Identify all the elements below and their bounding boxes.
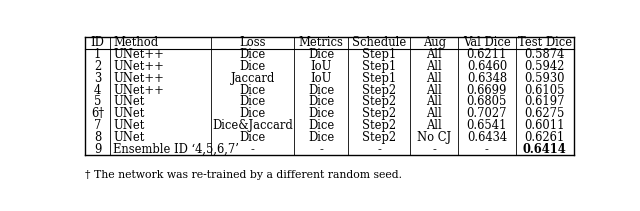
Text: UNet: UNet: [113, 131, 145, 144]
Text: 8: 8: [94, 131, 101, 144]
Text: 0.6348: 0.6348: [467, 72, 507, 85]
Text: 3: 3: [94, 72, 101, 85]
Text: Step2: Step2: [362, 95, 396, 108]
Text: Step1: Step1: [362, 72, 396, 85]
Text: 0.5930: 0.5930: [524, 72, 565, 85]
Text: -: -: [251, 143, 255, 156]
Text: Dice: Dice: [239, 107, 266, 120]
Text: Dice&Jaccard: Dice&Jaccard: [212, 119, 293, 132]
Text: Dice: Dice: [239, 131, 266, 144]
Text: -: -: [378, 143, 381, 156]
Text: 0.6805: 0.6805: [467, 95, 507, 108]
Text: Dice: Dice: [239, 60, 266, 73]
Text: UNet: UNet: [113, 95, 145, 108]
Text: All: All: [426, 84, 442, 97]
Text: Step1: Step1: [362, 60, 396, 73]
Text: Metrics: Metrics: [299, 36, 344, 49]
Text: -: -: [485, 143, 489, 156]
Text: 6†: 6†: [91, 107, 104, 120]
Text: Dice: Dice: [308, 131, 334, 144]
Text: All: All: [426, 119, 442, 132]
Text: 0.6105: 0.6105: [524, 84, 565, 97]
Text: 0.6699: 0.6699: [467, 84, 507, 97]
Text: Step2: Step2: [362, 107, 396, 120]
Text: UNet++: UNet++: [113, 60, 164, 73]
Text: All: All: [426, 95, 442, 108]
Text: All: All: [426, 107, 442, 120]
Text: 0.6011: 0.6011: [524, 119, 565, 132]
Text: 0.6434: 0.6434: [467, 131, 507, 144]
Text: All: All: [426, 48, 442, 61]
Text: -: -: [319, 143, 323, 156]
Text: Dice: Dice: [239, 95, 266, 108]
Text: Dice: Dice: [239, 84, 266, 97]
Text: 7: 7: [94, 119, 101, 132]
Text: Dice: Dice: [308, 84, 334, 97]
Text: Dice: Dice: [308, 95, 334, 108]
Text: Dice: Dice: [308, 107, 334, 120]
Text: 0.6275: 0.6275: [524, 107, 565, 120]
Text: 0.7027: 0.7027: [467, 107, 507, 120]
Text: UNet++: UNet++: [113, 84, 164, 97]
Text: Step2: Step2: [362, 119, 396, 132]
Text: Step2: Step2: [362, 131, 396, 144]
Text: All: All: [426, 60, 442, 73]
Text: Ensemble ID ‘4,5,6,7’: Ensemble ID ‘4,5,6,7’: [113, 143, 239, 156]
Text: Loss: Loss: [239, 36, 266, 49]
Text: 5: 5: [94, 95, 101, 108]
Text: IoU: IoU: [310, 60, 332, 73]
Text: Dice: Dice: [308, 48, 334, 61]
Text: 0.6541: 0.6541: [467, 119, 507, 132]
Text: -: -: [433, 143, 436, 156]
Text: 9: 9: [94, 143, 101, 156]
Text: 2: 2: [94, 60, 101, 73]
Text: Jaccard: Jaccard: [230, 72, 275, 85]
Text: 0.6261: 0.6261: [525, 131, 564, 144]
Text: UNet: UNet: [113, 107, 145, 120]
Text: Schedule: Schedule: [352, 36, 406, 49]
Text: 0.5942: 0.5942: [524, 60, 565, 73]
Text: Test Dice: Test Dice: [518, 36, 572, 49]
Text: 0.6211: 0.6211: [467, 48, 507, 61]
Text: All: All: [426, 72, 442, 85]
Text: UNet++: UNet++: [113, 48, 164, 61]
Text: 4: 4: [94, 84, 101, 97]
Text: 0.5874: 0.5874: [524, 48, 565, 61]
Text: UNet++: UNet++: [113, 72, 164, 85]
Text: Step1: Step1: [362, 48, 396, 61]
Text: Dice: Dice: [239, 48, 266, 61]
Text: UNet: UNet: [113, 119, 145, 132]
Text: 0.6460: 0.6460: [467, 60, 507, 73]
Text: ID: ID: [90, 36, 104, 49]
Text: 0.6414: 0.6414: [523, 143, 566, 156]
Text: IoU: IoU: [310, 72, 332, 85]
Text: 0.6197: 0.6197: [524, 95, 565, 108]
Text: Val Dice: Val Dice: [463, 36, 511, 49]
Text: No CJ: No CJ: [417, 131, 451, 144]
Text: Aug: Aug: [422, 36, 446, 49]
Text: Dice: Dice: [308, 119, 334, 132]
Text: Method: Method: [113, 36, 159, 49]
Text: † The network was re-trained by a different random seed.: † The network was re-trained by a differ…: [85, 170, 402, 180]
Text: Step2: Step2: [362, 84, 396, 97]
Text: 1: 1: [94, 48, 101, 61]
